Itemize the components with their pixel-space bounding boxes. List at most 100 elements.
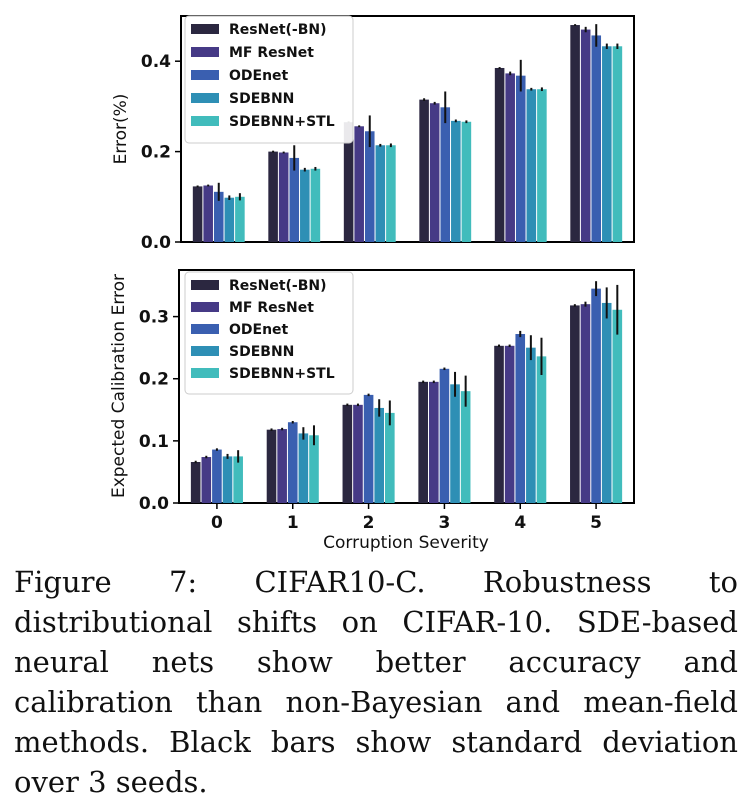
ece-bar-mf-resnet-0 [201, 457, 212, 503]
ece-bars [190, 281, 623, 503]
error-y-tick-label-0: 0.0 [141, 233, 171, 253]
error-bar-odenet-0 [213, 191, 224, 242]
error-bar-sdebnn-stl-2 [386, 145, 396, 242]
ece-legend-label-2: ODEnet [229, 322, 289, 338]
ece-y-tick-label-0: 0.0 [139, 494, 169, 514]
ece-bar-sdebnn-stl-4 [536, 356, 547, 503]
ece-bar-mf-resnet-4 [504, 345, 515, 503]
error-bar-odenet-4 [515, 75, 526, 242]
error-bar-mf-resnet-0 [203, 185, 213, 242]
error-legend-label-2: ODEnet [229, 68, 289, 84]
ece-y-tick-label-1: 0.1 [139, 432, 169, 452]
error-bar-resnet-bn--0 [192, 186, 203, 242]
error-bar-odenet-2 [364, 131, 375, 242]
ece-bar-sdebnn-stl-5 [612, 309, 623, 503]
ece-legend-box [184, 271, 354, 395]
error-legend-swatch-0 [191, 24, 219, 34]
ece-bar-sdebnn-stl-0 [233, 456, 243, 503]
ece-bar-sdebnn-stl-2 [385, 412, 395, 503]
x-tick-label-1: 1 [287, 513, 299, 533]
ece-bar-resnet-bn--0 [190, 461, 201, 503]
figure-svg: 0.0 0.2 0.4 Error(%) ResNet(-BN) MF ResNet O… [109, 15, 635, 553]
error-y-tick-label-2: 0.4 [141, 52, 171, 72]
ece-chart: 0.0 0.1 0.2 0.3 0 1 2 3 4 5 Expected Calibration… [109, 269, 635, 553]
x-tick-label-4: 4 [514, 513, 526, 533]
ece-legend-label-4: SDEBNN+STL [229, 366, 335, 382]
x-axis-label: Corruption Severity [323, 533, 489, 553]
x-tick-label-2: 2 [363, 513, 375, 533]
ece-bar-sdebnn-5 [601, 302, 612, 503]
error-legend-label-4: SDEBNN+STL [229, 114, 335, 130]
x-tick-label-5: 5 [590, 513, 602, 533]
ece-legend-swatch-1 [191, 302, 219, 312]
x-tick-label-3: 3 [438, 513, 450, 533]
error-bar-resnet-bn--5 [570, 25, 580, 242]
error-bar-resnet-bn--2 [343, 122, 354, 242]
ece-bar-mf-resnet-3 [428, 381, 439, 503]
error-legend-label-3: SDEBNN [229, 91, 294, 107]
ece-bar-sdebnn-0 [222, 456, 233, 503]
error-bar-sdebnn-2 [375, 145, 386, 242]
ece-bar-resnet-bn--5 [570, 305, 580, 503]
ece-legend-swatch-2 [191, 324, 219, 334]
ece-legend-swatch-3 [191, 346, 219, 356]
error-bar-sdebnn-stl-5 [612, 46, 623, 243]
error-bar-sdebnn-4 [526, 89, 537, 242]
error-chart: 0.0 0.2 0.4 Error(%) ResNet(-BN) MF ResNet O… [111, 15, 635, 253]
ece-bar-odenet-5 [591, 288, 601, 503]
error-bar-sdebnn-stl-0 [235, 196, 245, 242]
error-legend-label-1: MF ResNet [229, 45, 314, 61]
ece-bar-odenet-1 [287, 422, 298, 503]
ece-bar-resnet-bn--1 [266, 429, 277, 503]
ece-bar-sdebnn-4 [526, 347, 536, 503]
ece-bar-sdebnn-3 [450, 384, 460, 503]
error-bar-sdebnn-stl-1 [310, 168, 321, 242]
ece-legend-label-3: SDEBNN [229, 344, 294, 360]
ece-legend-swatch-4 [191, 368, 219, 378]
x-tick-label-0: 0 [211, 513, 223, 533]
ece-bar-odenet-4 [515, 333, 526, 503]
error-bar-sdebnn-0 [224, 197, 235, 242]
ece-bar-sdebnn-stl-3 [460, 391, 471, 503]
ece-bar-resnet-bn--2 [342, 404, 353, 503]
error-bar-sdebnn-3 [451, 120, 461, 242]
ece-legend: ResNet(-BN) MF ResNet ODEnet SDEBNN SDEBNN+S… [184, 271, 354, 395]
ece-bar-mf-resnet-1 [277, 429, 287, 503]
error-bar-resnet-bn--3 [419, 99, 429, 243]
ece-legend-label-0: ResNet(-BN) [229, 278, 327, 294]
error-bar-mf-resnet-5 [580, 29, 591, 243]
ece-bar-mf-resnet-5 [580, 304, 591, 503]
error-bar-mf-resnet-2 [354, 126, 364, 242]
ece-bar-sdebnn-stl-1 [309, 435, 319, 503]
error-legend-swatch-1 [191, 47, 219, 57]
error-legend-swatch-3 [191, 93, 219, 103]
error-bar-odenet-1 [289, 157, 300, 242]
error-bar-mf-resnet-4 [505, 73, 515, 243]
error-legend: ResNet(-BN) MF ResNet ODEnet SDEBNN SDEBNN+S… [184, 15, 354, 144]
ece-y-axis-label: Expected Calibration Error [109, 274, 129, 498]
ece-x-ticks: 0 1 2 3 4 5 [211, 503, 602, 533]
ece-y-tick-label-3: 0.3 [139, 308, 169, 328]
ece-bar-odenet-3 [439, 368, 450, 503]
error-bar-odenet-5 [591, 35, 602, 242]
error-legend-label-0: ResNet(-BN) [229, 22, 327, 38]
ece-bar-mf-resnet-2 [353, 404, 363, 503]
ece-bar-sdebnn-2 [374, 407, 385, 503]
error-bar-sdebnn-stl-3 [461, 121, 472, 242]
error-bar-mf-resnet-3 [429, 103, 440, 243]
figure-caption: Figure 7: CIFAR10-C. Robustness to distr… [14, 565, 738, 799]
error-bar-resnet-bn--1 [268, 151, 278, 242]
error-bar-resnet-bn--4 [494, 67, 505, 242]
error-y-axis-label: Error(%) [111, 94, 131, 165]
error-bars [192, 24, 623, 243]
error-y-tick-label-1: 0.2 [141, 143, 171, 163]
error-bar-mf-resnet-1 [278, 152, 289, 242]
error-legend-swatch-4 [191, 116, 219, 126]
ece-bar-sdebnn-1 [298, 433, 309, 503]
ece-legend-label-1: MF ResNet [229, 300, 314, 316]
ece-legend-swatch-0 [191, 280, 219, 290]
ece-bar-resnet-bn--4 [494, 345, 504, 503]
ece-bar-resnet-bn--3 [418, 381, 428, 503]
error-y-ticks: 0.0 0.2 0.4 [141, 52, 181, 253]
error-legend-box [184, 15, 354, 144]
